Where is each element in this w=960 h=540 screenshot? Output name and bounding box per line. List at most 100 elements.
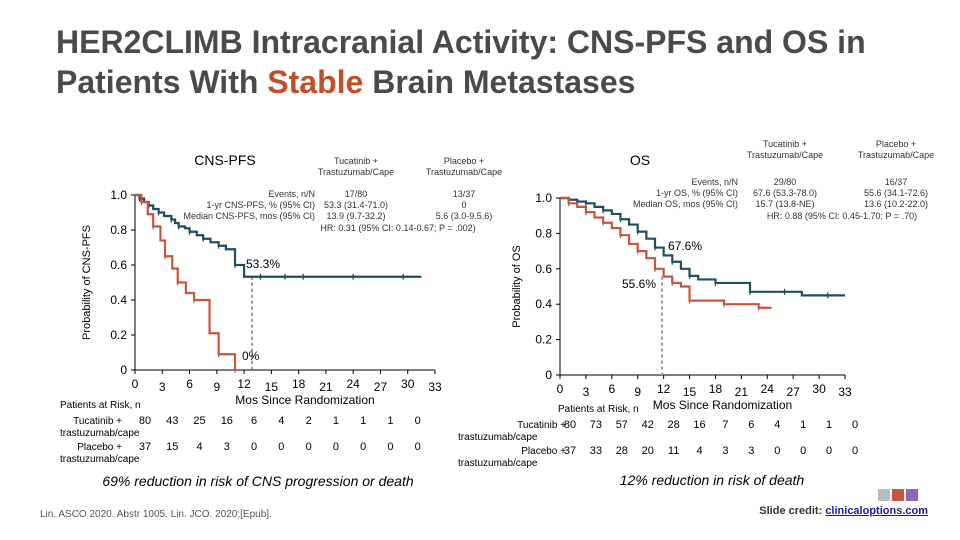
percent-annotation: 67.6% (668, 239, 702, 253)
x-tick-label: 30 (401, 377, 415, 391)
risk-value: 0 (360, 441, 366, 453)
x-tick-label: 18 (292, 377, 306, 391)
x-tick-label: 6 (608, 382, 615, 396)
risk-value: 1 (800, 419, 806, 431)
stat-label: 1-yr OS, % (95% CI) (656, 188, 738, 198)
risk-value: 15 (166, 441, 178, 453)
risk-row-label-sub: trastuzumab/cape (60, 428, 140, 439)
x-tick-label: 0 (132, 377, 139, 391)
citation: Lin. ASCO 2020. Abstr 1005. Lin. JCO. 20… (40, 509, 272, 520)
risk-value: 4 (774, 419, 780, 431)
x-axis-label: Mos Since Randomization (653, 398, 792, 412)
risk-value: 43 (166, 415, 178, 427)
series-line-placebo (560, 196, 772, 309)
y-tick-label: 0.8 (535, 226, 552, 240)
risk-value: 6 (251, 415, 257, 427)
stat-label: Median CNS-PFS, mos (95% CI) (183, 211, 315, 221)
y-tick-label: 1.0 (110, 188, 127, 202)
conclusion: 12% reduction in risk of death (620, 472, 805, 488)
risk-row-label: Placebo + (77, 442, 122, 453)
x-tick-label: 3 (159, 380, 166, 394)
risk-value: 3 (722, 445, 728, 457)
x-tick-label: 21 (735, 385, 749, 399)
stat-tucatinib: 13.9 (9.7-32.2) (326, 211, 385, 221)
risk-value: 0 (306, 441, 312, 453)
risk-table-header: Patients at Risk, n (558, 404, 639, 415)
risk-value: 0 (251, 441, 257, 453)
risk-value: 25 (193, 415, 205, 427)
risk-value: 3 (224, 441, 230, 453)
risk-value: 1 (360, 415, 366, 427)
col-header: Placebo + (444, 156, 484, 166)
col-header: Tucatinib + (763, 139, 807, 149)
x-axis-label: Mos Since Randomization (235, 393, 374, 407)
risk-value: 4 (196, 441, 202, 453)
risk-value: 33 (590, 445, 602, 457)
risk-value: 0 (774, 445, 780, 457)
slide-title: HER2CLIMB Intracranial Activity: CNS-PFS… (56, 22, 916, 102)
risk-value: 0 (387, 441, 393, 453)
y-tick-label: 0.2 (535, 333, 552, 347)
title-highlight: Stable (267, 64, 364, 100)
x-tick-label: 24 (761, 382, 775, 396)
x-tick-label: 18 (709, 382, 723, 396)
risk-value: 57 (616, 419, 628, 431)
stat-label: Events, n/N (268, 189, 315, 199)
x-tick-label: 12 (237, 377, 251, 391)
stat-label: 1-yr CNS-PFS, % (95% CI) (206, 200, 315, 210)
x-tick-label: 3 (583, 385, 590, 399)
risk-value: 0 (826, 445, 832, 457)
stat-placebo: 5.6 (3.0-9.5.6) (436, 211, 493, 221)
risk-value: 0 (852, 445, 858, 457)
risk-value: 7 (722, 419, 728, 431)
risk-value: 16 (221, 415, 233, 427)
x-tick-label: 9 (634, 385, 641, 399)
x-tick-label: 33 (428, 380, 442, 394)
risk-value: 80 (564, 419, 576, 431)
y-tick-label: 0.4 (110, 293, 127, 307)
credit-prefix: Slide credit: (759, 505, 826, 517)
x-tick-label: 24 (347, 377, 361, 391)
risk-row-label: Placebo + (521, 446, 566, 457)
y-tick-label: 0.4 (535, 297, 552, 311)
x-tick-label: 15 (683, 385, 697, 399)
y-tick-label: 1.0 (535, 191, 552, 205)
risk-value: 42 (642, 419, 654, 431)
cco-logo (878, 488, 924, 502)
risk-value: 2 (306, 415, 312, 427)
risk-value: 20 (642, 445, 654, 457)
risk-row-label-sub: trastuzumab/cape (458, 458, 538, 469)
stat-placebo: 13.6 (10.2-22.0) (864, 199, 928, 209)
x-tick-label: 21 (319, 380, 333, 394)
risk-value: 1 (387, 415, 393, 427)
y-tick-label: 0.6 (110, 258, 127, 272)
risk-value: 0 (852, 419, 858, 431)
logo-square-3 (906, 489, 918, 501)
slide-credit: Slide credit: clinicaloptions.com (759, 505, 928, 517)
conclusion: 69% reduction in risk of CNS progression… (102, 473, 413, 489)
y-tick-label: 0.8 (110, 223, 127, 237)
risk-value: 0 (415, 415, 421, 427)
stat-tucatinib: 17/80 (345, 189, 368, 199)
risk-table-header: Patients at Risk, n (60, 400, 141, 411)
title-line-2: Patients With Stable Brain Metastases (56, 62, 916, 102)
percent-annotation: 55.6% (622, 277, 656, 291)
series-line-tucatinib (135, 193, 422, 278)
credit-link[interactable]: clinicaloptions.com (825, 505, 928, 517)
risk-value: 0 (415, 441, 421, 453)
hazard-ratio: HR: 0.31 (95% CI: 0.14-0.67; P = .002) (320, 223, 475, 233)
stat-tucatinib: 29/80 (774, 177, 797, 187)
risk-row-label: Tucatinib + (517, 420, 566, 431)
title-line-1: HER2CLIMB Intracranial Activity: CNS-PFS… (56, 24, 866, 60)
risk-value: 73 (590, 419, 602, 431)
risk-value: 37 (564, 445, 576, 457)
risk-value: 37 (139, 441, 151, 453)
risk-value: 4 (278, 415, 284, 427)
hazard-ratio: HR: 0.88 (95% CI: 0.45-1.70; P = .70) (767, 211, 917, 221)
stat-label: Median OS, mos (95% CI) (633, 199, 738, 209)
panel-title: OS (630, 152, 650, 168)
risk-value: 0 (278, 441, 284, 453)
stat-label: Events, n/N (691, 177, 738, 187)
